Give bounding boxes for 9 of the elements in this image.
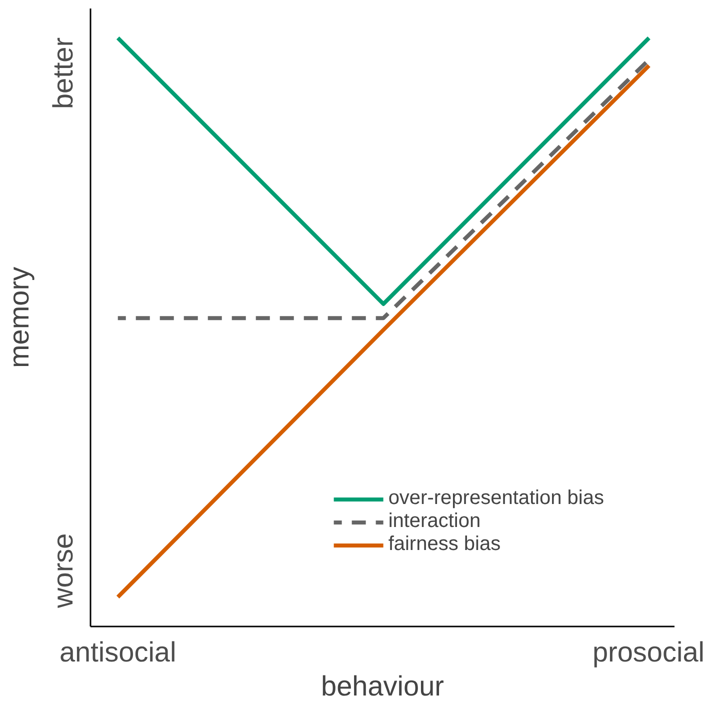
y-axis-title: memory [4, 266, 34, 368]
x-tick-label: prosocial [592, 636, 705, 668]
text: worse [48, 533, 78, 609]
legend-label: interaction [388, 510, 481, 533]
legend-label: fairness bias [388, 533, 501, 556]
legend-label: over-representation bias [388, 487, 604, 510]
x-axis-title: behaviour [321, 670, 444, 702]
x-tick-label: antisocial [59, 636, 176, 668]
text: better [48, 37, 78, 110]
